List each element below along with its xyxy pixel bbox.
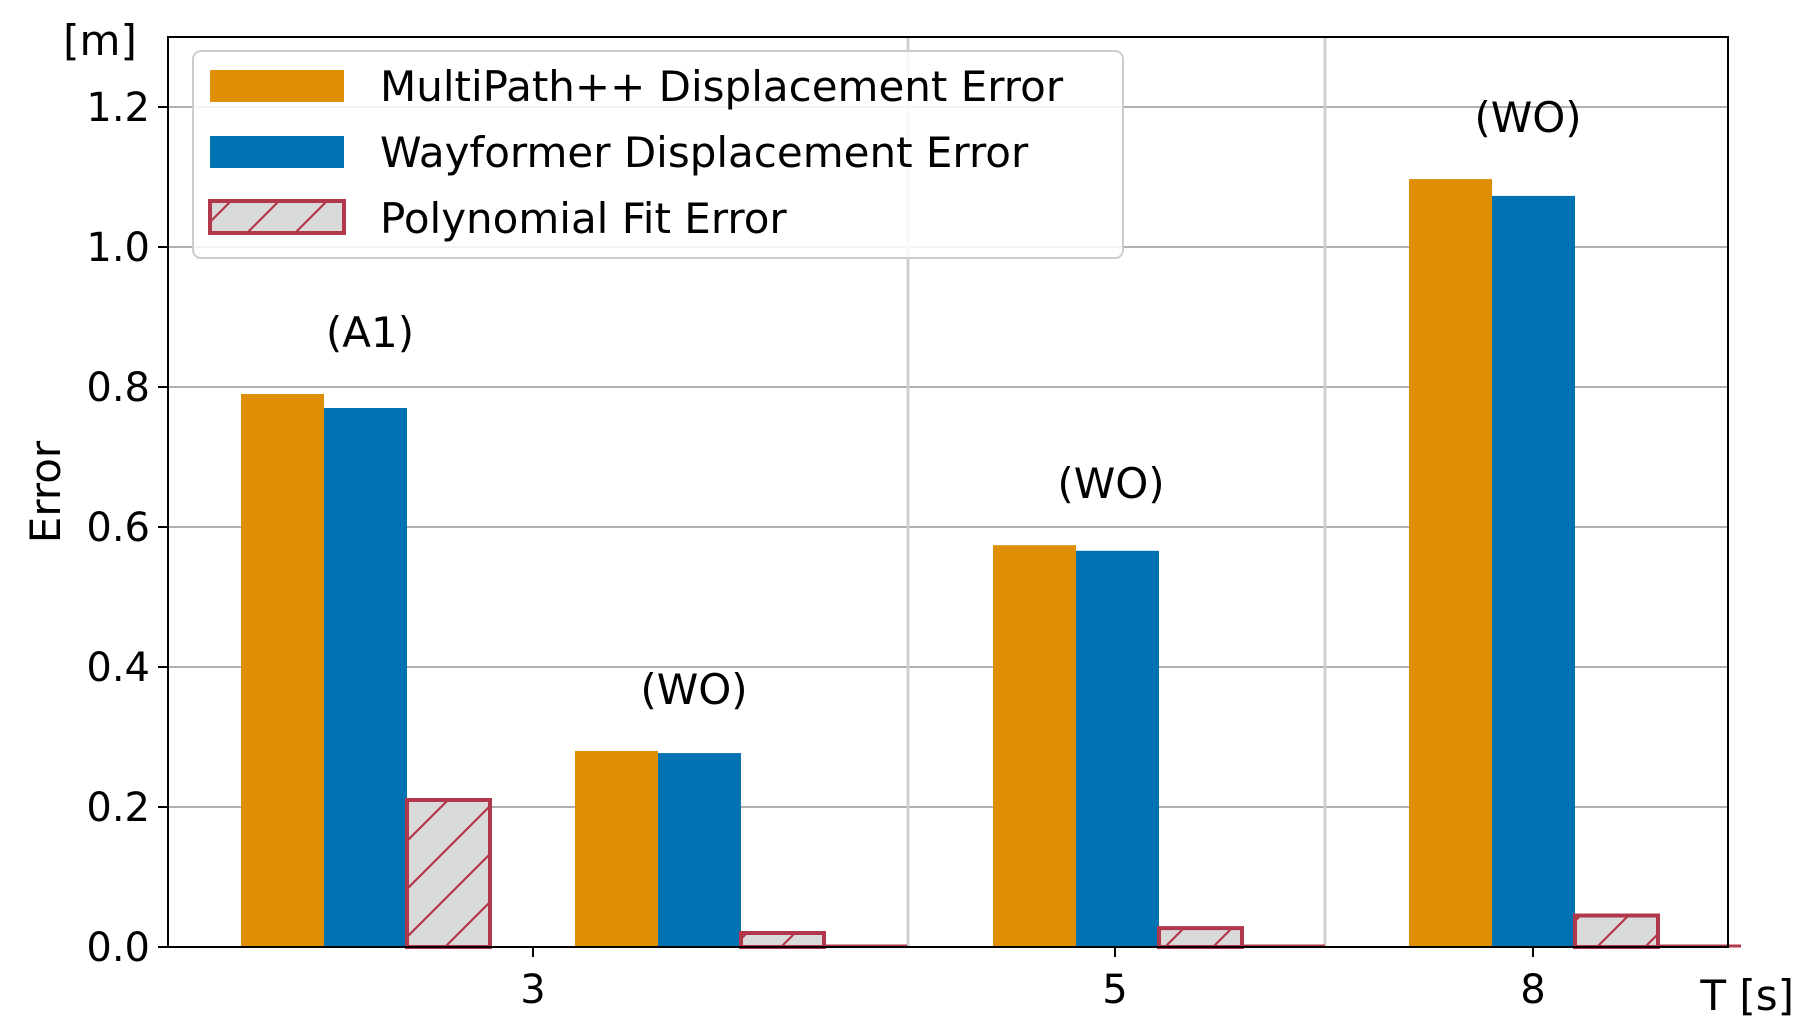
y-tick-label: 0.2 [86,785,150,831]
bar-wayformer [324,408,407,947]
bar-multipath [993,545,1076,947]
bar-multipath [1409,179,1492,948]
bar-polyfit [405,798,492,949]
bar-group-label: (A1) [326,308,414,357]
x-axis-ticks: 3 5 8 [520,947,1546,1013]
legend-label-wayformer: Wayformer Displacement Error [380,128,1029,177]
y-tick-label: 0.6 [86,505,150,551]
y-axis-title: Error [21,440,70,543]
bar-group-label: (WO) [1057,459,1164,508]
legend-swatch-polyfit [208,199,346,235]
bar-group-label: (WO) [1474,93,1581,142]
bar-annotations: (A1) (WO) (WO) (WO) [326,93,1582,714]
bar-polyfit [1573,913,1660,949]
y-tick-label: 0.4 [86,645,150,691]
bar-group-label: (WO) [640,665,747,714]
bar-wayformer [1076,550,1159,947]
y-tick-label: 0.0 [86,925,150,971]
bar-multipath [575,751,658,947]
legend-label-polyfit: Polynomial Fit Error [380,194,787,243]
legend: MultiPath++ Displacement Error Wayformer… [192,50,1124,259]
y-tick-label: 0.8 [86,365,150,411]
legend-swatch-multipath [210,70,344,102]
y-tick-label: 1.0 [86,225,150,271]
bar-wayformer [658,753,741,947]
bar-multipath [241,394,324,947]
x-tick-label: 8 [1520,967,1545,1013]
legend-label-multipath: MultiPath++ Displacement Error [380,62,1064,111]
legend-swatch-wayformer [210,136,344,168]
bars [241,179,1741,949]
x-axis-title: T [s] [1699,971,1794,1020]
x-tick-label: 5 [1102,967,1127,1013]
bar-polyfit [739,931,826,949]
y-axis-ticks: 0.0 0.2 0.4 0.6 0.8 1.0 1.2 [86,85,168,971]
axes [167,36,1729,948]
y-tick-label: 1.2 [86,85,150,131]
y-axis-unit: [m] [63,16,137,65]
bar-polyfit [1157,926,1244,949]
bar-wayformer [1492,195,1575,947]
x-tick-label: 3 [520,967,545,1013]
